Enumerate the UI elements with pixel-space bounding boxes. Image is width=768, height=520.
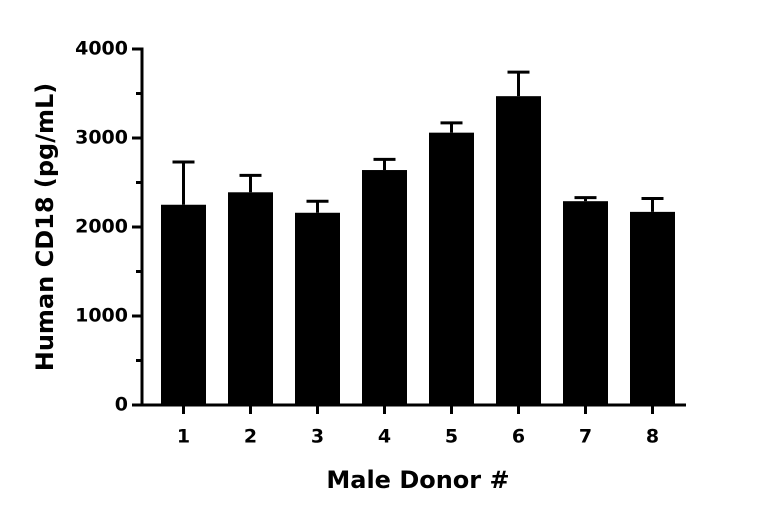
y-tick-label: 0 (115, 394, 128, 416)
x-tick-label: 8 (646, 426, 659, 448)
bar (563, 201, 608, 405)
bar (161, 204, 206, 405)
x-tick-label: 2 (244, 426, 257, 448)
bar (295, 212, 340, 405)
bar (496, 96, 541, 406)
y-tick-label: 2000 (75, 216, 128, 238)
x-tick-label: 5 (445, 426, 458, 448)
x-tick-label: 7 (579, 426, 592, 448)
x-tick-label: 4 (378, 426, 391, 448)
y-tick-label: 1000 (75, 305, 128, 327)
y-tick-label: 4000 (75, 38, 128, 60)
bar (630, 211, 675, 405)
x-tick-label: 1 (177, 426, 190, 448)
bar (228, 192, 273, 405)
bar (429, 132, 474, 405)
x-tick-label: 3 (311, 426, 324, 448)
x-axis-title: Male Donor # (326, 466, 509, 494)
y-tick-label: 3000 (75, 127, 128, 149)
x-tick-label: 6 (512, 426, 525, 448)
y-axis-title: Human CD18 (pg/mL) (31, 83, 59, 371)
bar (362, 170, 407, 405)
